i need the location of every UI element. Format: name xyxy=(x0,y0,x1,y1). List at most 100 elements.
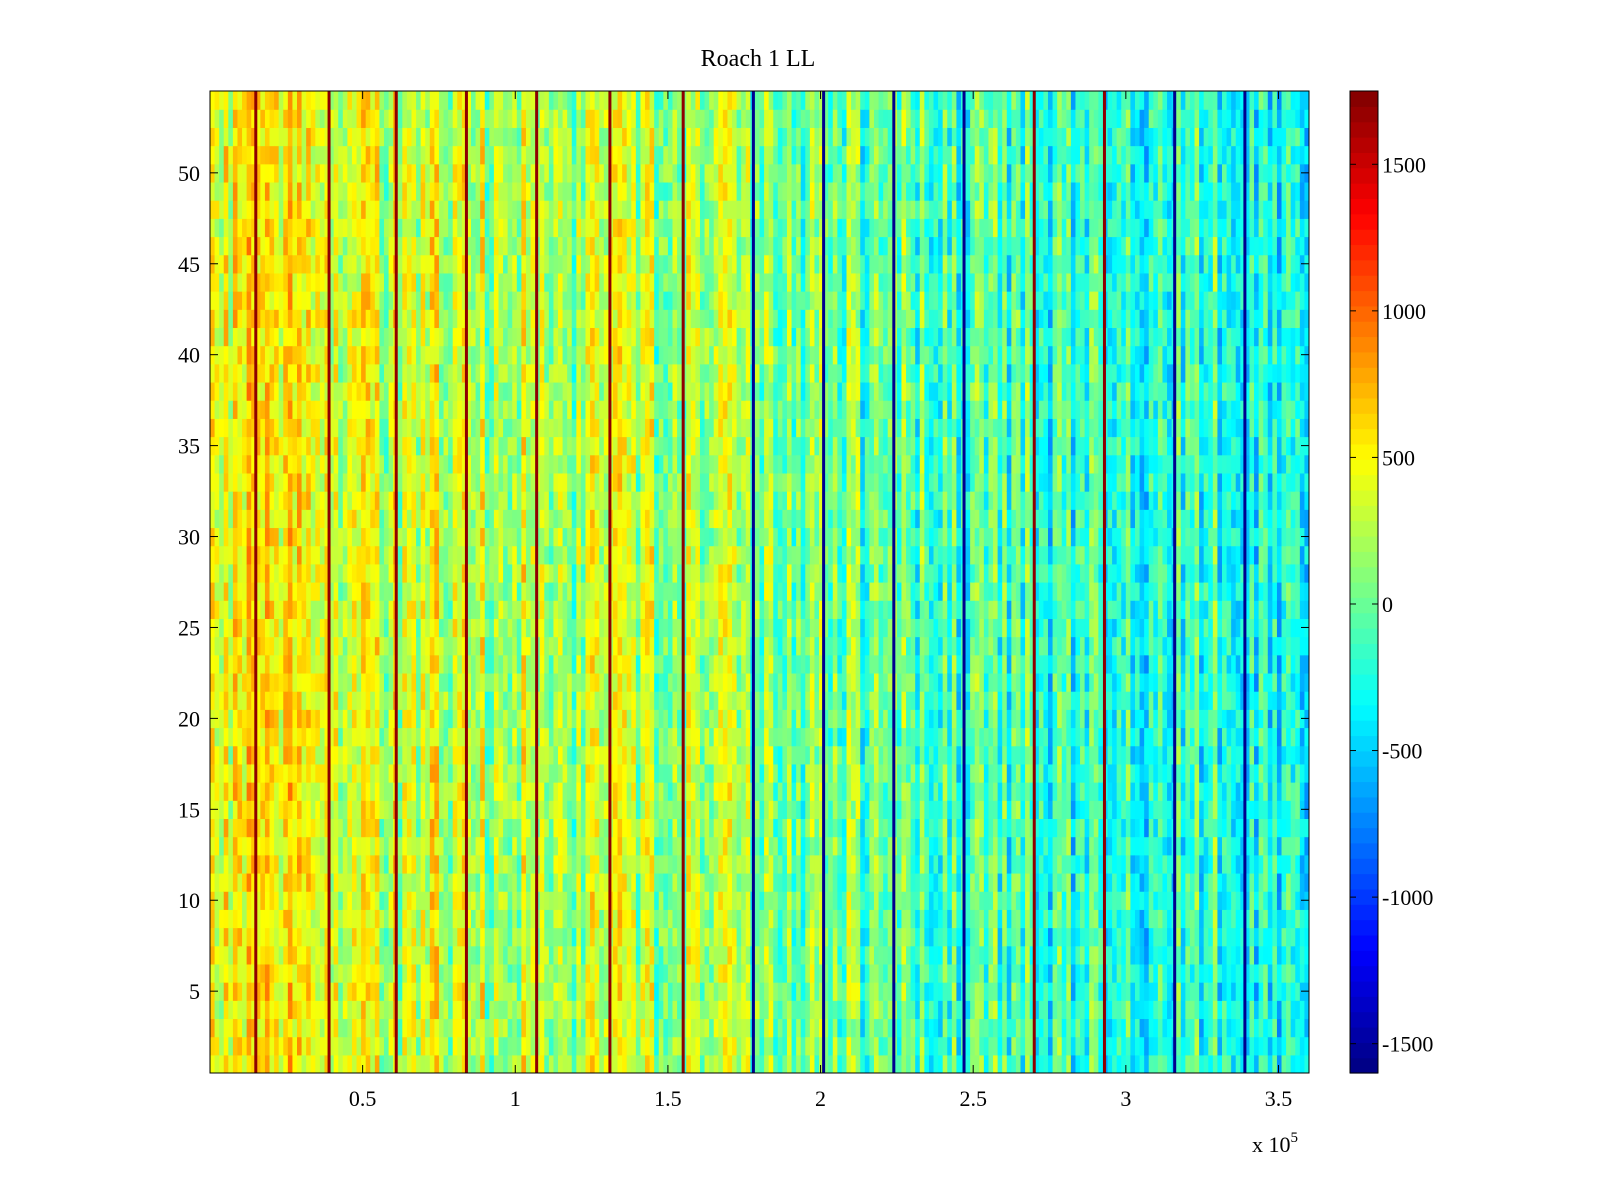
heatmap-cell xyxy=(585,782,591,801)
heatmap-cell xyxy=(471,709,477,729)
heatmap-cell xyxy=(228,436,234,456)
heatmap-cell xyxy=(461,854,468,874)
heatmap-cell xyxy=(292,345,298,365)
heatmap-cell xyxy=(210,1054,216,1073)
heatmap-cell xyxy=(255,327,261,347)
heatmap-cell xyxy=(585,1036,591,1056)
heatmap-cell xyxy=(498,582,504,601)
heatmap-cell xyxy=(287,418,294,438)
heatmap-cell xyxy=(223,345,229,365)
heatmap-cell xyxy=(484,709,490,729)
heatmap-cell xyxy=(471,1054,477,1073)
heatmap-cell xyxy=(411,109,417,128)
heatmap-cell xyxy=(507,582,513,601)
heatmap-cell xyxy=(590,91,596,110)
heatmap-cell xyxy=(521,145,527,165)
heatmap-cell xyxy=(228,654,234,674)
heatmap-cell xyxy=(219,1000,225,1020)
heatmap-cell xyxy=(544,745,550,765)
heatmap-cell xyxy=(223,818,229,838)
heatmap-cell xyxy=(489,400,495,419)
heatmap-cell xyxy=(324,763,330,783)
heatmap-cell xyxy=(461,254,468,274)
heatmap-cell xyxy=(429,800,435,820)
heatmap-cell xyxy=(626,945,632,965)
heatmap-cell xyxy=(558,600,564,619)
heatmap-cell xyxy=(347,400,353,419)
heatmap-cell xyxy=(361,181,367,201)
heatmap-cell xyxy=(571,654,577,674)
heatmap-cell xyxy=(251,836,257,856)
heatmap-cell xyxy=(246,618,252,638)
heatmap-cell xyxy=(425,472,431,492)
heatmap-cell xyxy=(438,854,445,874)
heatmap-cell xyxy=(599,145,605,165)
heatmap-cell xyxy=(347,491,353,510)
heatmap-cell xyxy=(516,854,522,874)
heatmap-cell xyxy=(452,454,458,474)
heatmap-cell xyxy=(539,381,545,401)
heatmap-cell xyxy=(283,309,289,329)
heatmap-cell xyxy=(374,782,381,801)
heatmap-cell xyxy=(516,454,522,474)
heatmap-cell xyxy=(210,872,216,892)
heatmap-cell xyxy=(622,1018,628,1038)
heatmap-cell xyxy=(214,563,220,583)
heatmap-cell xyxy=(388,727,394,747)
heatmap-cell xyxy=(576,618,582,638)
heatmap-cell xyxy=(562,454,568,474)
heatmap-cell xyxy=(255,145,261,165)
heatmap-cell xyxy=(429,654,435,674)
heatmap-cell xyxy=(287,527,294,547)
heatmap-cell xyxy=(558,691,564,710)
heatmap-cell xyxy=(448,1054,454,1073)
heatmap-cell xyxy=(356,600,362,619)
heatmap-cell xyxy=(553,909,559,929)
heatmap-cell xyxy=(283,454,289,474)
heatmap-cell xyxy=(590,582,596,601)
heatmap-cell xyxy=(448,854,454,874)
heatmap-cell xyxy=(562,200,568,219)
heatmap-cell xyxy=(452,836,458,856)
heatmap-cell xyxy=(576,1036,582,1056)
heatmap-cell xyxy=(562,218,568,238)
heatmap-cell xyxy=(210,909,216,929)
heatmap-cell xyxy=(443,454,449,474)
heatmap-cell xyxy=(558,345,564,365)
heatmap-cell xyxy=(287,1000,294,1020)
heatmap-cell xyxy=(242,1054,248,1073)
heatmap-cell xyxy=(406,400,413,419)
heatmap-cell xyxy=(292,472,298,492)
heatmap-cell xyxy=(576,236,582,256)
heatmap-cell xyxy=(567,618,573,638)
heatmap-cell xyxy=(580,854,587,874)
heatmap-cell xyxy=(480,436,486,456)
heatmap-cell xyxy=(255,218,261,238)
heatmap-cell xyxy=(512,1054,518,1073)
heatmap-cell xyxy=(571,836,577,856)
heatmap-cell xyxy=(283,345,289,365)
heatmap-cell xyxy=(530,163,536,183)
heatmap-cell xyxy=(342,891,348,910)
heatmap-cell xyxy=(301,472,307,492)
heatmap-cell xyxy=(292,654,298,674)
heatmap-cell xyxy=(315,582,321,601)
heatmap-cell xyxy=(402,218,408,238)
heatmap-cell xyxy=(471,200,477,219)
heatmap-cell xyxy=(576,982,582,1001)
heatmap-cell xyxy=(402,527,408,547)
heatmap-cell xyxy=(324,127,330,147)
heatmap-cell xyxy=(461,727,468,747)
heatmap-cell xyxy=(351,363,358,383)
heatmap-cell xyxy=(384,691,390,710)
heatmap-cell xyxy=(411,436,417,456)
heatmap-cell xyxy=(489,763,495,783)
heatmap-cell xyxy=(324,618,330,638)
heatmap-cell xyxy=(297,618,303,638)
heatmap-cell xyxy=(356,254,362,274)
heatmap-cell xyxy=(590,109,596,128)
heatmap-cell xyxy=(521,854,527,874)
heatmap-cell xyxy=(626,963,632,983)
heatmap-cell xyxy=(411,1018,417,1038)
heatmap-cell xyxy=(489,381,495,401)
